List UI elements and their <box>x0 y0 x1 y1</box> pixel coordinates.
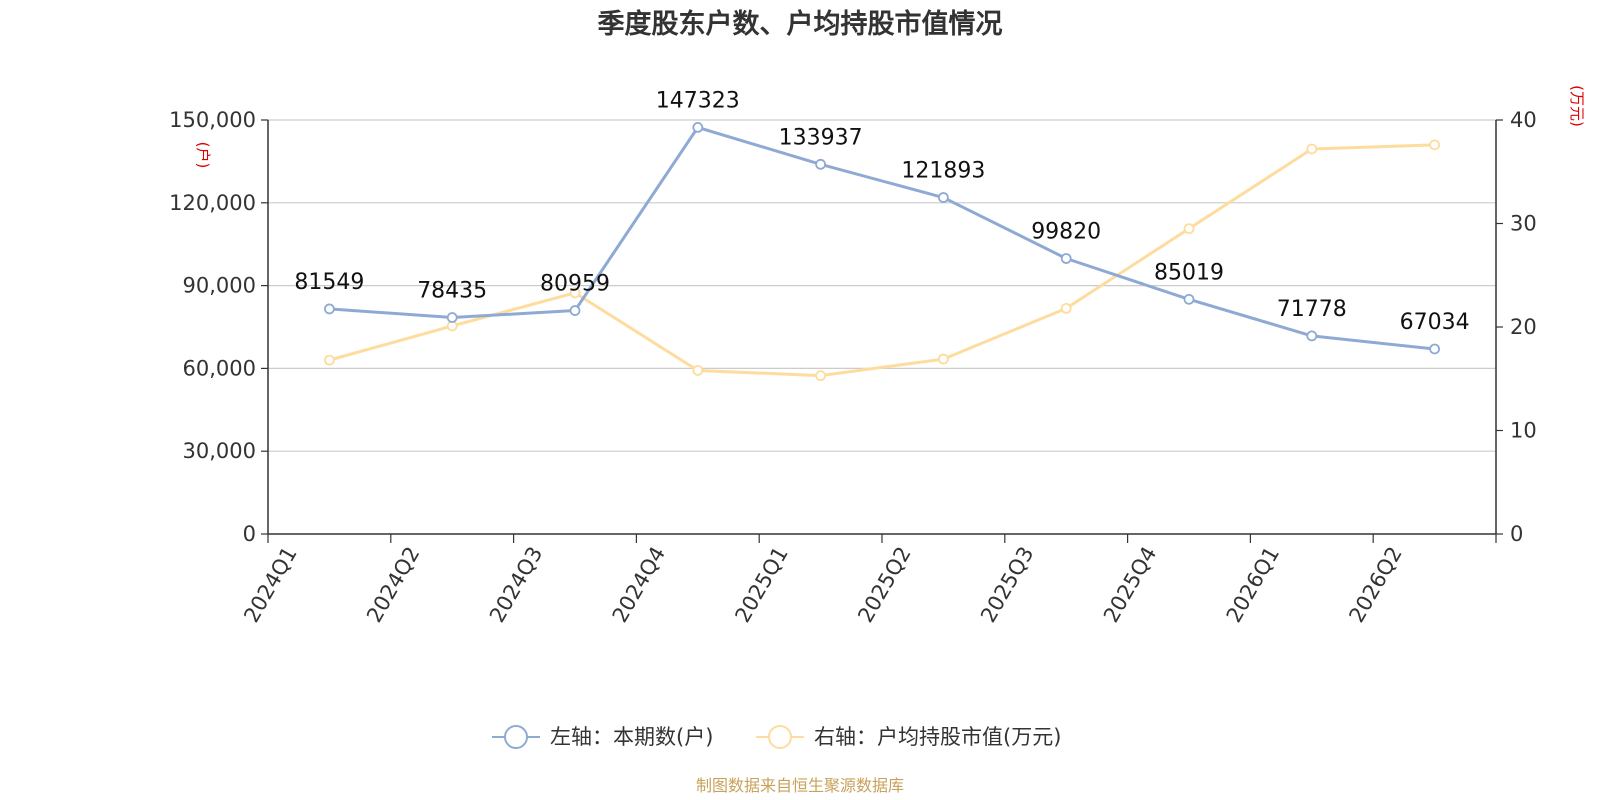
x-tick-label: 2026Q1 <box>1222 543 1284 627</box>
data-label: 147323 <box>656 88 740 113</box>
data-label: 71778 <box>1277 297 1347 322</box>
series-left-line <box>329 125 1435 351</box>
left-tick-label: 90,000 <box>183 274 256 298</box>
left-axis-ticks: 0 30,000 60,000 90,000 120,000 150,000 <box>169 108 268 546</box>
series-left-point <box>938 192 949 203</box>
right-tick-label: 0 <box>1510 522 1523 546</box>
x-tick-label: 2024Q2 <box>362 543 424 627</box>
left-tick-label: 0 <box>243 522 256 546</box>
x-tick-label: 2025Q2 <box>853 543 915 627</box>
data-label: 67034 <box>1400 310 1470 335</box>
x-tick-label: 2026Q2 <box>1344 543 1406 627</box>
right-tick-label: 20 <box>1510 315 1537 339</box>
legend-item-right[interactable]: 右轴：户均持股市值(万元) <box>756 725 1061 749</box>
x-tick-label: 2024Q3 <box>485 543 547 627</box>
data-labels: 81549 78435 80959 147323 133937 121893 99820 85… <box>294 88 1469 335</box>
data-label: 80959 <box>540 272 610 297</box>
left-tick-label: 60,000 <box>183 356 256 380</box>
grid-lines <box>268 119 1496 452</box>
legend: 左轴：本期数(户) 右轴：户均持股市值(万元) <box>492 725 1061 749</box>
data-label: 99820 <box>1031 219 1101 244</box>
legend-label-left: 左轴：本期数(户) <box>550 725 713 749</box>
series-left-point <box>692 121 704 133</box>
source-note: 制图数据来自恒生聚源数据库 <box>696 776 904 795</box>
series-right-point <box>1306 143 1318 155</box>
x-tick-label: 2025Q3 <box>976 543 1038 627</box>
data-label: 133937 <box>779 125 863 150</box>
series-left-point <box>1306 330 1318 342</box>
series-right <box>323 139 1440 382</box>
series-right-point <box>692 365 704 376</box>
data-label: 81549 <box>294 270 364 295</box>
x-tick-label: 2024Q4 <box>608 543 670 627</box>
data-label: 85019 <box>1154 260 1224 285</box>
series-left-point <box>323 303 335 315</box>
legend-label-right: 右轴：户均持股市值(万元) <box>814 725 1061 749</box>
series-left <box>323 121 1440 355</box>
series-left-point <box>1183 293 1195 305</box>
left-tick-label: 30,000 <box>183 439 256 463</box>
left-axis-unit: (户) <box>194 142 212 169</box>
x-axis-ticks: 2024Q1 2024Q2 2024Q3 2024Q4 2025Q1 2025Q2 2025… <box>239 534 1497 627</box>
series-left-point <box>446 312 458 323</box>
series-left-point <box>815 158 826 170</box>
series-left-point <box>1429 343 1440 355</box>
legend-marker-right <box>768 725 792 749</box>
right-tick-label: 30 <box>1510 212 1537 236</box>
x-tick-label: 2025Q1 <box>730 543 792 627</box>
chart-title: 季度股东户数、户均持股市值情况 <box>598 8 1003 40</box>
right-tick-label: 40 <box>1510 108 1537 132</box>
series-right-line <box>328 143 1435 378</box>
left-tick-label: 150,000 <box>169 108 256 132</box>
series-right-point <box>815 370 826 382</box>
right-axis-ticks: 0 10 20 30 40 <box>1496 108 1537 546</box>
data-label: 78435 <box>417 279 487 304</box>
legend-item-left[interactable]: 左轴：本期数(户) <box>492 725 713 749</box>
series-right-point <box>1429 139 1440 151</box>
series-right-point <box>938 353 949 365</box>
left-tick-label: 120,000 <box>169 191 256 215</box>
right-axis-unit: (万元) <box>1568 85 1586 127</box>
series-left-point <box>1060 253 1072 264</box>
x-tick-label: 2025Q4 <box>1099 543 1161 627</box>
legend-marker-left <box>504 725 528 749</box>
data-label: 121893 <box>901 159 985 184</box>
series-right-point <box>1060 302 1072 314</box>
series-right-point <box>323 354 335 366</box>
series-left-point <box>569 305 581 316</box>
x-tick-label: 2024Q1 <box>239 543 301 627</box>
right-tick-label: 10 <box>1510 419 1537 443</box>
series-right-point <box>1183 223 1195 235</box>
series-right-point <box>569 287 581 299</box>
